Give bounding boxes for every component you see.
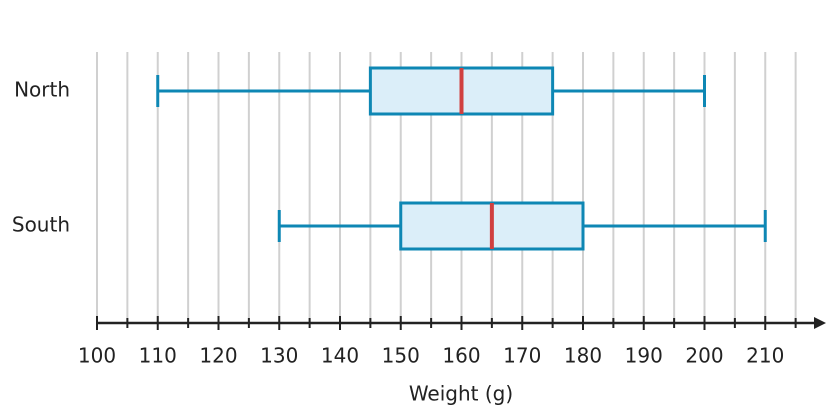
category-label: South — [12, 213, 70, 237]
x-tick-label: 210 — [746, 344, 784, 368]
x-tick-label: 140 — [321, 344, 359, 368]
x-tick-label: 180 — [564, 344, 602, 368]
x-tick-label: 100 — [78, 344, 116, 368]
category-label: North — [14, 78, 70, 102]
x-tick-label: 200 — [685, 344, 723, 368]
x-tick-label: 190 — [625, 344, 663, 368]
x-tick-label: 120 — [199, 344, 237, 368]
x-axis-arrow — [814, 317, 826, 329]
x-tick-label: 170 — [503, 344, 541, 368]
x-axis-label: Weight (g) — [409, 382, 513, 406]
x-tick-label: 130 — [260, 344, 298, 368]
x-tick-label: 110 — [139, 344, 177, 368]
x-tick-label: 160 — [442, 344, 480, 368]
x-tick-label: 150 — [382, 344, 420, 368]
